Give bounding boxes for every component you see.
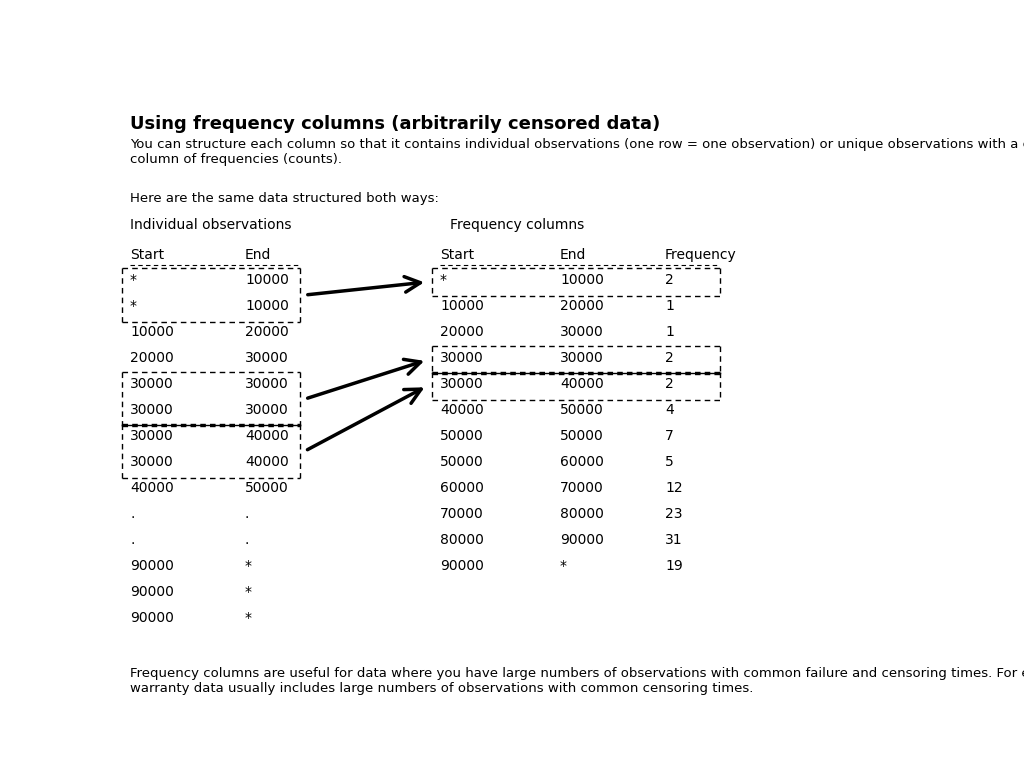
Text: 40000: 40000 <box>560 377 604 391</box>
Text: *: * <box>130 299 137 313</box>
Text: 40000: 40000 <box>245 429 289 443</box>
Text: 2: 2 <box>665 273 674 287</box>
Text: .: . <box>130 533 134 547</box>
Text: 90000: 90000 <box>560 533 604 547</box>
Text: 90000: 90000 <box>130 585 174 599</box>
Text: 50000: 50000 <box>245 481 289 495</box>
Text: 10000: 10000 <box>440 299 484 313</box>
Text: 2: 2 <box>665 377 674 391</box>
Text: 50000: 50000 <box>440 455 483 469</box>
Text: 90000: 90000 <box>130 559 174 573</box>
Text: 30000: 30000 <box>440 377 483 391</box>
Text: 30000: 30000 <box>245 351 289 365</box>
Text: 70000: 70000 <box>440 507 483 521</box>
Text: 80000: 80000 <box>560 507 604 521</box>
Text: .: . <box>130 507 134 521</box>
Text: 19: 19 <box>665 559 683 573</box>
Text: 4: 4 <box>665 403 674 417</box>
Text: 40000: 40000 <box>130 481 174 495</box>
Text: 50000: 50000 <box>440 429 483 443</box>
Text: Individual observations: Individual observations <box>130 218 292 232</box>
Text: Frequency columns are useful for data where you have large numbers of observatio: Frequency columns are useful for data wh… <box>130 667 1024 695</box>
Text: 50000: 50000 <box>560 429 604 443</box>
Text: 90000: 90000 <box>440 559 484 573</box>
Text: End: End <box>245 248 271 262</box>
Text: You can structure each column so that it contains individual observations (one r: You can structure each column so that it… <box>130 138 1024 166</box>
Text: 10000: 10000 <box>130 325 174 339</box>
Text: 20000: 20000 <box>440 325 483 339</box>
Text: 20000: 20000 <box>245 325 289 339</box>
Text: *: * <box>560 559 567 573</box>
Text: 20000: 20000 <box>560 299 604 313</box>
Text: 5: 5 <box>665 455 674 469</box>
Text: 30000: 30000 <box>245 403 289 417</box>
Text: Using frequency columns (arbitrarily censored data): Using frequency columns (arbitrarily cen… <box>130 115 660 133</box>
Text: 50000: 50000 <box>560 403 604 417</box>
Text: 2: 2 <box>665 351 674 365</box>
Text: 1: 1 <box>665 325 674 339</box>
Text: .: . <box>245 533 250 547</box>
Text: 70000: 70000 <box>560 481 604 495</box>
Text: 90000: 90000 <box>130 611 174 625</box>
Text: 60000: 60000 <box>440 481 484 495</box>
Text: 30000: 30000 <box>440 351 483 365</box>
Text: 10000: 10000 <box>245 299 289 313</box>
Text: *: * <box>130 273 137 287</box>
Text: Frequency columns: Frequency columns <box>450 218 585 232</box>
Text: *: * <box>245 611 252 625</box>
Text: 23: 23 <box>665 507 683 521</box>
Text: Frequency: Frequency <box>665 248 736 262</box>
Text: Start: Start <box>440 248 474 262</box>
Text: *: * <box>245 585 252 599</box>
Text: End: End <box>560 248 587 262</box>
Text: 60000: 60000 <box>560 455 604 469</box>
Text: 31: 31 <box>665 533 683 547</box>
Text: .: . <box>245 507 250 521</box>
Text: Here are the same data structured both ways:: Here are the same data structured both w… <box>130 192 439 205</box>
Text: 10000: 10000 <box>560 273 604 287</box>
Text: 80000: 80000 <box>440 533 484 547</box>
Text: 40000: 40000 <box>440 403 483 417</box>
Text: Start: Start <box>130 248 164 262</box>
Text: 1: 1 <box>665 299 674 313</box>
Text: 12: 12 <box>665 481 683 495</box>
Text: 30000: 30000 <box>130 403 174 417</box>
Text: 30000: 30000 <box>560 351 604 365</box>
Text: *: * <box>440 273 447 287</box>
Text: 30000: 30000 <box>560 325 604 339</box>
Text: 30000: 30000 <box>130 429 174 443</box>
Text: 30000: 30000 <box>245 377 289 391</box>
Text: 7: 7 <box>665 429 674 443</box>
Text: 40000: 40000 <box>245 455 289 469</box>
Text: *: * <box>245 559 252 573</box>
Text: 20000: 20000 <box>130 351 174 365</box>
Text: 10000: 10000 <box>245 273 289 287</box>
Text: 30000: 30000 <box>130 377 174 391</box>
Text: 30000: 30000 <box>130 455 174 469</box>
